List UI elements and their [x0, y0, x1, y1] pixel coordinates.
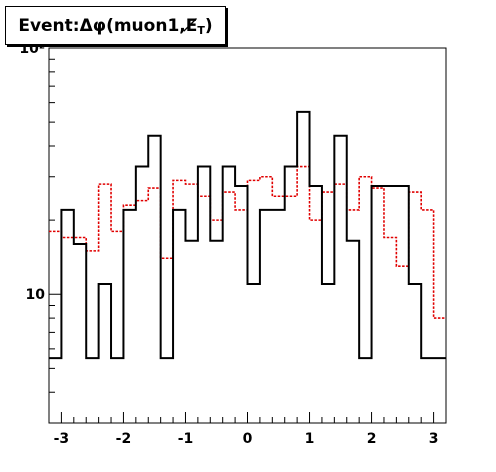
x-tick-label: 2 [367, 431, 377, 447]
title-delta: Δ [79, 15, 93, 36]
x-tick-label: 3 [429, 431, 439, 447]
x-tick-label: -3 [54, 431, 70, 447]
title-subscript: T [197, 24, 205, 37]
x-tick-label: -1 [178, 431, 194, 447]
y-tick-label: 10 [26, 287, 46, 303]
y-tick-label: 10² [19, 41, 45, 57]
x-tick-label: 1 [305, 431, 315, 447]
title-met: E̸ [185, 15, 198, 36]
x-tick-label: 0 [243, 431, 253, 447]
chart-title: Event: Δ φ (muon1, E̸ T ) [5, 6, 226, 45]
title-phi: φ [92, 15, 107, 36]
series-solid-black [49, 110, 446, 360]
title-prefix: Event: [18, 15, 80, 36]
x-tick-label: -2 [116, 431, 132, 447]
title-mid: (muon1, [106, 15, 186, 36]
title-close: ) [204, 15, 213, 36]
